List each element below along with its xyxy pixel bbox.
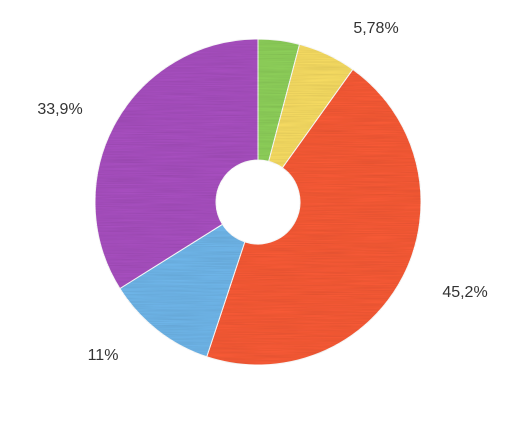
slice-red[interactable] [206,68,422,366]
slice-group [94,38,422,366]
data-label: 11% [88,347,119,364]
label-group: 5,78% 45,2% 11% 33,9% [37,20,487,364]
data-label: 5,78% [353,20,398,37]
slice-blue[interactable] [119,223,246,358]
data-label: 45,2% [442,284,487,301]
data-label: 33,9% [37,101,82,118]
slice-purple[interactable] [94,38,259,290]
